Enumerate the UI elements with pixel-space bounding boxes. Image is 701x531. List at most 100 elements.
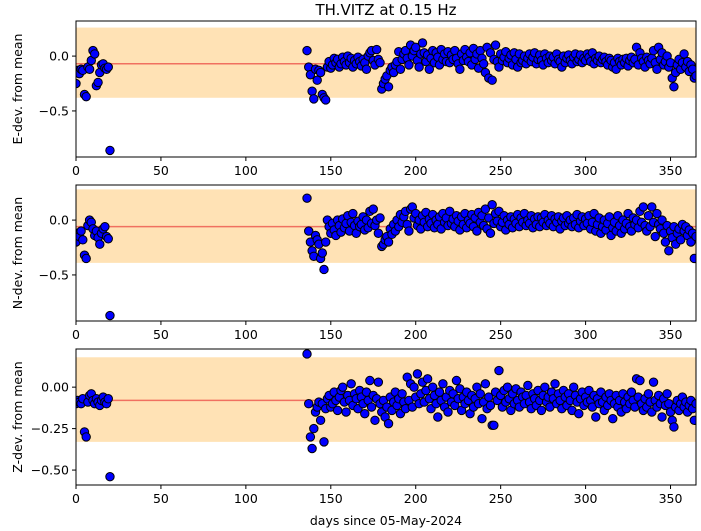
data-point: [451, 375, 462, 386]
data-point: [307, 443, 317, 454]
data-point: [424, 64, 435, 74]
data-point: [105, 472, 115, 482]
points-e: [76, 38, 696, 156]
data-point: [95, 239, 105, 249]
data-point: [568, 382, 579, 392]
data-point: [332, 405, 343, 416]
data-point: [487, 75, 497, 85]
data-point: [652, 208, 662, 219]
data-point: [105, 145, 115, 156]
data-point: [373, 228, 384, 238]
panels: 0 50 100 150 200 250 300 350 −0.5 0.0 E-dev. from …: [10, 20, 697, 506]
data-point: [608, 413, 618, 424]
data-point: [414, 62, 424, 72]
data-point: [540, 382, 550, 392]
panel-z: 0 50 100 150 200 250 300 350 −0.50 −0.25 0.00 Z-dev…: [10, 348, 697, 506]
data-point: [315, 67, 326, 78]
data-point: [383, 82, 394, 92]
data-point: [648, 377, 659, 387]
data-point: [487, 200, 497, 210]
data-point: [422, 374, 433, 384]
data-point: [365, 375, 375, 386]
data-point: [689, 253, 696, 264]
y-tick-label: −0.50: [31, 463, 69, 478]
data-point: [489, 420, 499, 430]
x-tick-label: 150: [319, 163, 343, 178]
data-point: [315, 415, 326, 426]
data-point: [103, 62, 113, 72]
data-point: [638, 202, 649, 212]
data-point: [302, 349, 312, 359]
data-point: [304, 226, 314, 236]
x-tick-label: 250: [489, 163, 513, 178]
data-point: [383, 418, 394, 429]
data-point: [591, 412, 601, 422]
data-point: [574, 408, 584, 419]
data-point: [305, 432, 316, 442]
data-point: [84, 64, 95, 74]
chart-title: TH.VITZ at 0.15 Hz: [315, 1, 457, 19]
y-axis-label-e: E-dev. from mean: [10, 34, 25, 145]
data-point: [650, 231, 660, 242]
x-tick-label: 250: [489, 491, 513, 506]
data-point: [676, 235, 686, 245]
axes-frame-n: [75, 184, 697, 322]
data-point: [370, 415, 380, 426]
y-tick-label: 0.00: [41, 380, 69, 395]
data-point: [100, 221, 110, 232]
data-point: [477, 413, 487, 424]
data-point: [657, 412, 667, 422]
data-point: [93, 77, 103, 88]
data-point: [383, 237, 394, 247]
data-point: [309, 423, 319, 434]
data-point: [368, 204, 378, 214]
data-point: [366, 402, 377, 412]
data-point: [375, 57, 385, 68]
x-tick-label: 350: [659, 327, 683, 342]
data-point: [360, 408, 370, 419]
data-point: [81, 253, 91, 264]
data-point: [348, 208, 358, 219]
x-tick-label: 0: [72, 163, 80, 178]
data-point: [309, 94, 319, 104]
points-z: [76, 349, 696, 482]
data-point: [320, 237, 331, 247]
data-point: [550, 379, 560, 389]
data-point: [319, 437, 329, 447]
data-point: [485, 228, 496, 238]
data-point: [438, 379, 448, 389]
data-point: [307, 86, 317, 96]
x-tick-label: 150: [319, 327, 343, 342]
data-point: [444, 206, 455, 217]
data-point: [105, 310, 115, 321]
data-point: [660, 237, 671, 247]
data-point: [89, 49, 100, 59]
y-tick-label: −0.5: [39, 103, 69, 118]
y-tick-label: −0.5: [39, 267, 69, 282]
data-point: [341, 407, 351, 417]
data-point: [361, 64, 372, 74]
data-point: [643, 389, 654, 399]
data-point: [371, 44, 382, 55]
x-tick-label: 250: [489, 327, 513, 342]
x-tick-label: 100: [234, 327, 258, 342]
x-tick-label: 200: [404, 327, 428, 342]
data-point: [480, 379, 491, 389]
data-point: [689, 415, 696, 426]
data-point: [320, 95, 331, 105]
data-point: [346, 379, 356, 389]
data-point: [395, 64, 406, 74]
x-tick-label: 300: [574, 491, 598, 506]
y-axis-label-n: N-dev. from mean: [10, 197, 25, 309]
data-point: [490, 40, 501, 50]
x-tick-label: 0: [72, 327, 80, 342]
data-point: [319, 264, 329, 275]
y-axis-label-z: Z-dev. from mean: [10, 361, 25, 472]
x-tick-label: 50: [153, 327, 169, 342]
x-tick-label: 200: [404, 491, 428, 506]
data-point: [81, 432, 91, 442]
axes-frame-e: [75, 20, 697, 158]
data-point: [478, 59, 489, 69]
points-n: [76, 193, 696, 321]
